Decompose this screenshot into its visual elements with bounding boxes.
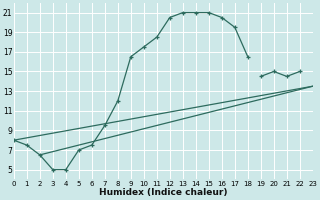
X-axis label: Humidex (Indice chaleur): Humidex (Indice chaleur) xyxy=(99,188,228,197)
